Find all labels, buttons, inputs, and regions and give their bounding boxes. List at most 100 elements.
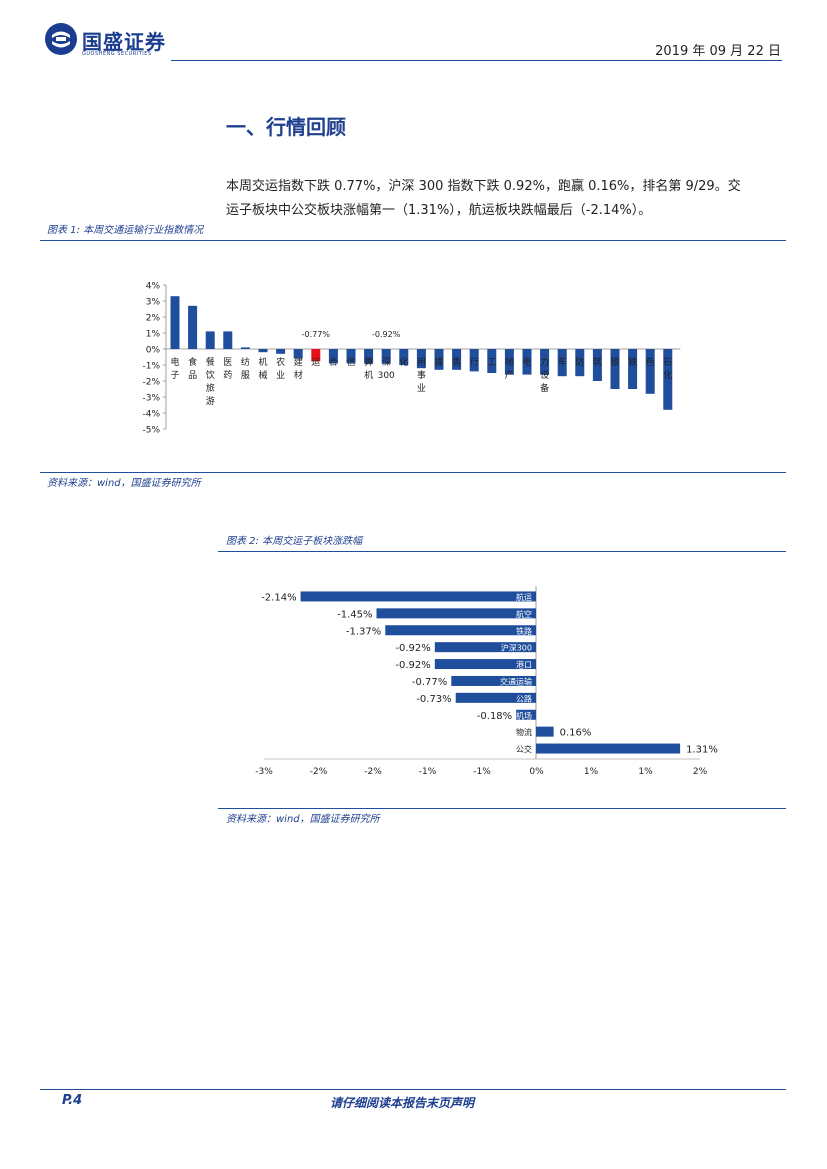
x-tick-label: 用事业 — [417, 357, 426, 394]
category-label: 航运 — [516, 592, 532, 602]
footer-rule — [40, 1089, 786, 1090]
figure2-source: 资料来源：wind，国盛证券研究所 — [226, 814, 380, 825]
x-tick-label: 算机 — [364, 356, 373, 381]
bar — [399, 349, 409, 365]
figure2-chart: -3% -2% -2% -1% -1% 0% 1% 1% 2% 航运 -2.14% 航空 -1.45% 铁… — [255, 586, 718, 777]
figure1-source: 资料来源：wind，国盛证券研究所 — [47, 478, 201, 489]
figure2-top-rule — [218, 551, 786, 552]
x-tick-label: 信 — [346, 356, 355, 368]
bar — [663, 349, 673, 410]
bar — [645, 349, 655, 394]
bar — [416, 349, 426, 369]
figure1-caption: 图表 1: 本周交通运输行业指数情况 — [47, 225, 204, 236]
x-tick-label: 石化 — [663, 358, 672, 381]
value-label: 1.31% — [686, 745, 718, 756]
x-tick-label: 餐饮旅游 — [206, 356, 215, 407]
figure1-bottom-rule — [40, 472, 786, 473]
bar — [300, 591, 536, 602]
figure1-top-rule — [40, 240, 786, 241]
figure2-bottom-rule — [218, 808, 786, 809]
bar — [628, 349, 638, 389]
category-label: 港口 — [516, 660, 532, 670]
bar — [311, 349, 321, 362]
bar — [452, 349, 462, 370]
bar — [385, 625, 536, 636]
data-label: -0.92% — [372, 330, 401, 339]
category-label: 铁路 — [516, 626, 532, 636]
x-tick-label: 运 — [311, 357, 320, 368]
x-tick-label: 电 — [522, 356, 531, 368]
y-tick-label: -4% — [142, 410, 160, 420]
category-label: 机场 — [516, 710, 532, 720]
x-tick-label: 合 — [329, 356, 338, 368]
bar — [188, 305, 198, 349]
y-tick-label: 0% — [146, 346, 161, 356]
x-tick-label: 力设备 — [540, 356, 549, 394]
footer-disclaimer: 请仔细阅读本报告末页声明 — [330, 1096, 475, 1110]
bar — [610, 349, 620, 389]
category-label: 沪深300 — [501, 643, 532, 653]
x-tick-label: 车 — [558, 356, 567, 368]
report-date: 2019 年 09 月 22 日 — [655, 44, 781, 59]
value-label: -0.77% — [412, 677, 447, 688]
data-label: -0.77% — [302, 330, 331, 339]
logo-name: 国盛证券 — [82, 30, 166, 54]
bar — [346, 349, 356, 364]
x-tick-label: 电子 — [170, 356, 179, 381]
x-tick-label: 筑 — [593, 356, 602, 368]
x-tick-label: 工 — [487, 358, 496, 368]
value-label: 0.16% — [560, 728, 592, 739]
x-tick-label: 2% — [693, 767, 708, 777]
y-tick-label: -3% — [142, 394, 160, 404]
header: 国盛证券 GUOSHENG SECURITIES 2019 年 09 月 22 … — [0, 0, 827, 64]
x-tick-label: 银 — [610, 356, 619, 368]
value-label: -2.14% — [261, 592, 296, 603]
x-tick-label: 地产 — [505, 356, 514, 381]
category-label: 公交 — [516, 744, 532, 754]
x-tick-label: 媒 — [434, 357, 443, 368]
bar — [575, 349, 585, 377]
x-tick-label: 1% — [584, 767, 599, 777]
value-label: -0.92% — [395, 643, 430, 654]
bar — [540, 349, 550, 375]
bar — [240, 347, 250, 349]
x-tick-label: 医药 — [223, 357, 232, 381]
summary-line-2: 运子板块中公交板块涨幅第一（1.31%），航运板块跌幅最后（-2.14%）。 — [226, 203, 652, 218]
x-tick-label: 售 — [452, 356, 461, 368]
y-tick-label: -2% — [142, 378, 160, 388]
x-tick-label: 纺服 — [241, 356, 250, 381]
x-tick-label: 0% — [529, 767, 544, 777]
logo-subtitle: GUOSHENG SECURITIES — [82, 51, 152, 57]
value-label: -1.45% — [337, 609, 372, 620]
bar — [328, 349, 338, 364]
bar — [381, 349, 391, 364]
x-tick-label: -2% — [364, 767, 382, 777]
bar — [223, 331, 233, 349]
page-number: P.4 — [62, 1093, 83, 1108]
bar — [557, 349, 567, 377]
x-tick-label: 食品 — [188, 356, 197, 381]
figure2-caption: 图表 2: 本周交运子板块涨跌幅 — [226, 536, 363, 547]
logo-icon — [45, 23, 77, 55]
y-tick-label: 2% — [146, 314, 161, 324]
bar — [536, 743, 681, 754]
x-tick-label: 深 300 — [378, 357, 395, 381]
x-tick-label: 机械 — [258, 356, 267, 381]
bar — [434, 642, 536, 653]
bar — [293, 349, 303, 359]
x-tick-label: -2% — [310, 767, 328, 777]
y-tick-label: -1% — [142, 362, 160, 372]
y-tick-label: 4% — [146, 282, 161, 292]
bar — [170, 296, 180, 349]
bar — [376, 608, 536, 619]
bar — [469, 349, 479, 372]
value-label: -0.92% — [395, 660, 430, 671]
header-rule — [171, 60, 782, 61]
y-tick-label: 3% — [146, 298, 161, 308]
x-tick-label: 铁 — [628, 356, 637, 368]
bar — [434, 349, 444, 370]
bar — [276, 349, 286, 354]
x-tick-label: 农业 — [276, 356, 285, 381]
value-label: -0.73% — [416, 694, 451, 705]
x-tick-label: 行 — [470, 356, 479, 368]
